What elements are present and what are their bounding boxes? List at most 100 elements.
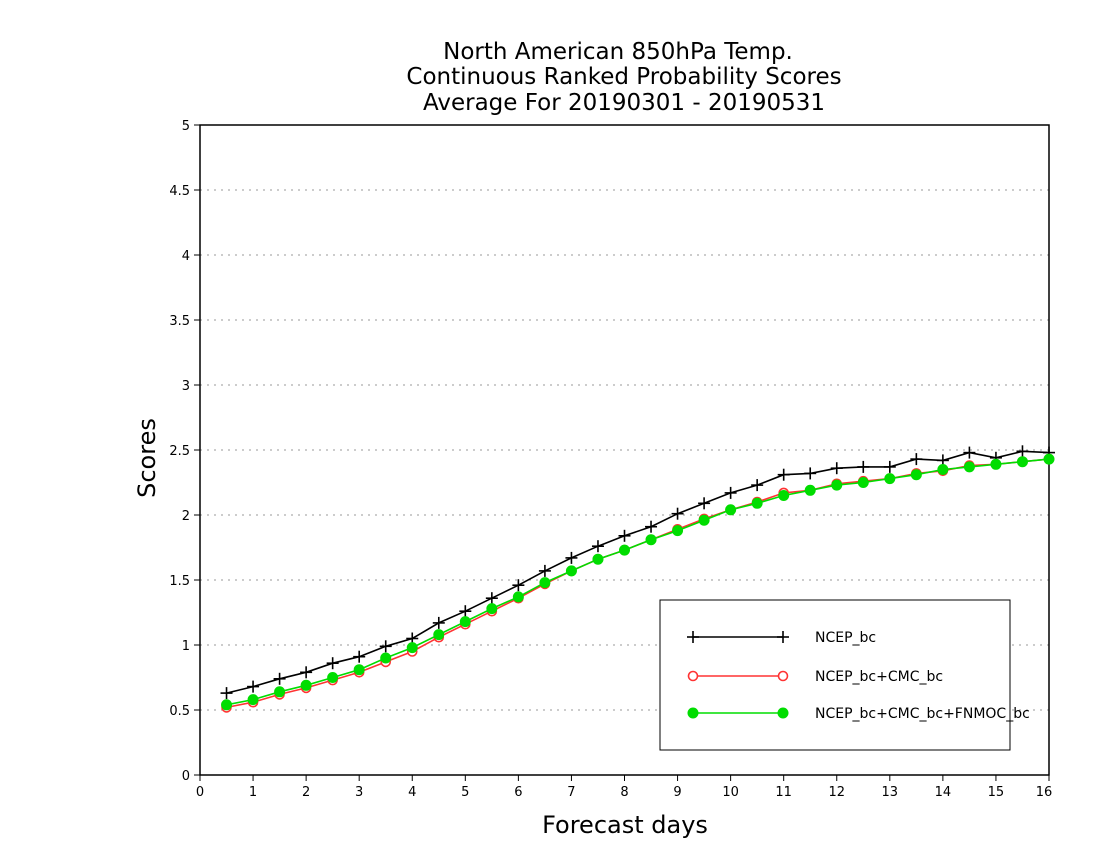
x-tick-label: 3 — [355, 785, 363, 800]
data-point — [327, 672, 339, 683]
data-point — [963, 446, 976, 459]
y-tick-label: 5 — [182, 119, 190, 134]
legend-item: NCEP_bc+CMC_bc+FNMOC_bc — [687, 706, 1030, 722]
data-point — [830, 462, 843, 475]
chart-title-line-1: North American 850hPa Temp. — [443, 39, 793, 65]
data-point — [247, 680, 260, 693]
data-point — [857, 460, 870, 473]
data-point — [687, 707, 699, 719]
data-point — [380, 652, 392, 664]
data-point — [777, 468, 790, 481]
x-tick-label: 7 — [567, 785, 575, 800]
data-point — [751, 497, 763, 509]
data-point — [433, 629, 445, 641]
series-layer — [220, 445, 1055, 713]
data-point — [725, 504, 737, 516]
data-point — [459, 605, 472, 618]
data-point — [687, 631, 699, 643]
data-point — [591, 540, 604, 553]
x-tick-label: 8 — [620, 785, 628, 800]
data-point — [645, 534, 657, 546]
x-axis: 0 1 2 3 4 5 6 7 8 9 10 11 12 13 14 15 16 — [196, 775, 1052, 800]
data-point — [937, 464, 949, 475]
legend-item: NCEP_bc — [687, 630, 876, 646]
y-axis: 0 0.5 1 1.5 2 2.5 3 3.5 4 4.5 5 — [169, 119, 200, 784]
x-tick-label: 1 — [249, 785, 257, 800]
data-point — [698, 497, 711, 510]
data-point — [353, 664, 365, 676]
x-tick-label: 15 — [988, 785, 1005, 800]
data-point — [672, 525, 684, 537]
data-point — [565, 565, 577, 577]
data-point — [963, 461, 975, 473]
data-point — [857, 477, 869, 488]
data-point — [751, 479, 764, 492]
x-tick-label: 13 — [882, 785, 899, 800]
data-point — [273, 672, 286, 685]
x-tick-label: 14 — [935, 785, 952, 800]
data-point — [1016, 456, 1028, 468]
data-point — [247, 694, 259, 706]
data-point — [884, 473, 896, 485]
legend-label: NCEP_bc+CMC_bc+FNMOC_bc — [815, 706, 1030, 722]
y-tick-label: 0 — [182, 769, 190, 784]
data-point — [512, 579, 525, 592]
chart-title-line-3: Average For 20190301 - 20190531 — [423, 90, 825, 116]
data-point — [432, 616, 445, 629]
y-tick-label: 2 — [182, 509, 190, 524]
data-point — [326, 657, 339, 670]
data-point — [618, 529, 631, 542]
data-point — [300, 679, 312, 691]
series-line — [226, 450, 1050, 694]
data-point — [300, 666, 313, 679]
data-point — [778, 490, 790, 501]
legend-label: NCEP_bc+CMC_bc — [815, 669, 943, 685]
x-tick-label: 11 — [775, 785, 792, 800]
data-point — [777, 707, 789, 719]
data-point — [671, 507, 684, 520]
chart-title: North American 850hPa Temp. Continuous R… — [406, 39, 841, 116]
x-tick-label: 6 — [514, 785, 522, 800]
legend-item: NCEP_bc+CMC_bc — [687, 669, 943, 685]
legend-box — [659, 599, 1011, 751]
y-tick-label: 3 — [182, 379, 190, 394]
data-point — [619, 544, 630, 556]
data-point — [1043, 453, 1055, 465]
data-point — [485, 592, 498, 605]
x-axis-title: Forecast days — [542, 811, 708, 839]
x-tick-label: 2 — [302, 785, 310, 800]
data-point — [512, 591, 524, 603]
data-point — [645, 520, 658, 533]
data-point — [804, 467, 817, 480]
data-point — [910, 453, 923, 466]
data-point — [406, 642, 418, 654]
data-point — [831, 479, 843, 491]
data-point — [379, 640, 392, 653]
data-point — [883, 460, 896, 473]
y-tick-label: 1 — [182, 639, 190, 654]
x-tick-label: 4 — [408, 785, 416, 800]
x-tick-label: 0 — [196, 785, 204, 800]
data-point — [910, 469, 922, 481]
chart-title-line-2: Continuous Ranked Probability Scores — [406, 64, 841, 90]
data-point — [592, 553, 604, 565]
data-point — [724, 486, 737, 499]
data-point — [538, 564, 551, 577]
x-tick-label: 5 — [461, 785, 469, 800]
data-point — [698, 514, 710, 526]
y-axis-title: Scores — [133, 418, 161, 498]
y-tick-label: 4.5 — [169, 184, 190, 199]
data-point — [687, 670, 699, 682]
x-tick-label: 12 — [828, 785, 845, 800]
data-point — [777, 631, 789, 643]
legend-label: NCEP_bc — [815, 630, 876, 646]
data-point — [804, 484, 816, 496]
data-point — [353, 650, 366, 663]
series-1 — [220, 445, 1055, 700]
data-point — [220, 687, 233, 700]
y-tick-label: 2.5 — [169, 444, 190, 459]
data-point — [1016, 445, 1029, 458]
y-tick-label: 1.5 — [169, 574, 190, 589]
data-point — [459, 616, 471, 628]
